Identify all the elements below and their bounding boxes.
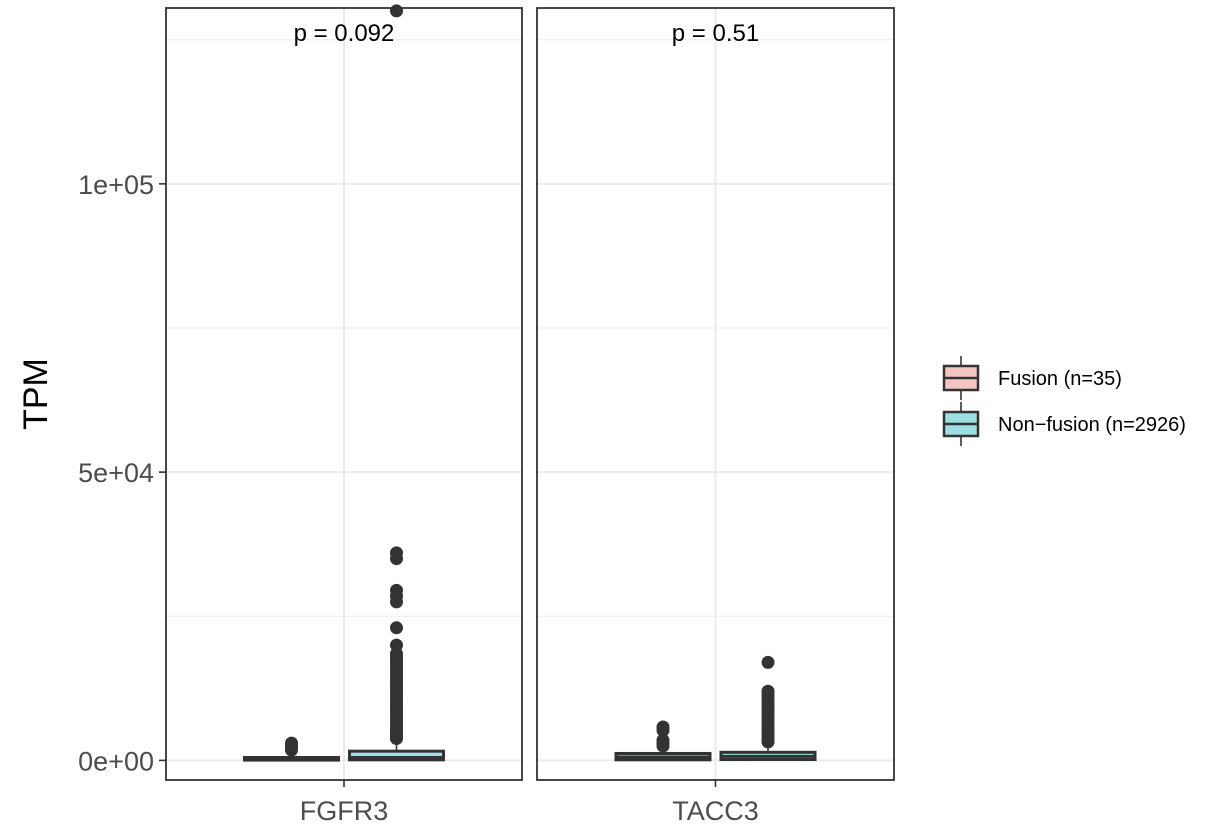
outlier-point [656, 720, 670, 734]
x-tick-label: FGFR3 [300, 796, 389, 826]
outlier-point [285, 736, 298, 750]
legend-label: Fusion (n=35) [998, 368, 1122, 390]
outlier-point [656, 733, 670, 747]
outlier-point [390, 621, 403, 635]
panel-fgfr3: p = 0.092 FGFR3 [165, 4, 523, 826]
panel-tacc3: p = 0.51 TACC3 [536, 7, 895, 826]
y-axis: 0e+00 5e+04 1e+05 [78, 170, 166, 776]
p-value-label: p = 0.51 [672, 20, 759, 47]
legend-label: Non−fusion (n=2926) [998, 414, 1186, 436]
legend: Fusion (n=35) Non−fusion (n=2926) [942, 356, 1186, 446]
y-axis-title: TPM [17, 358, 55, 430]
x-tick-label: TACC3 [672, 796, 759, 826]
legend-item-fusion: Fusion (n=35) [942, 356, 1122, 400]
outlier-point [761, 655, 775, 669]
outlier-point [761, 684, 775, 698]
box-non-fusion [719, 655, 817, 762]
outlier-point [390, 546, 403, 560]
y-tick-label: 1e+05 [78, 170, 154, 200]
box-body [348, 749, 445, 762]
y-tick-label: 5e+04 [78, 458, 154, 488]
box-fusion [243, 736, 340, 762]
p-value-label: p = 0.092 [294, 20, 395, 47]
outlier-point [390, 638, 403, 652]
outlier-point [390, 583, 403, 597]
box-non-fusion [348, 4, 445, 762]
box-fusion [614, 720, 712, 762]
y-tick-label: 0e+00 [78, 746, 154, 776]
legend-item-non-fusion: Non−fusion (n=2926) [942, 402, 1186, 446]
outlier-point [390, 4, 403, 18]
